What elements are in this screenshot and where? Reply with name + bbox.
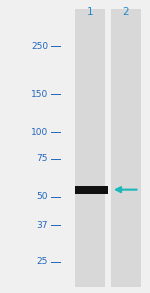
- Text: 100: 100: [31, 127, 48, 137]
- Bar: [75, 9, 105, 287]
- Text: 2: 2: [123, 7, 129, 17]
- Text: 150: 150: [31, 90, 48, 98]
- Bar: [111, 9, 141, 287]
- Text: 25: 25: [37, 257, 48, 266]
- Text: 250: 250: [31, 42, 48, 51]
- Text: 75: 75: [36, 154, 48, 163]
- Bar: [75, 185, 108, 194]
- Text: 37: 37: [36, 221, 48, 229]
- Text: 50: 50: [36, 193, 48, 201]
- Text: 1: 1: [87, 7, 93, 17]
